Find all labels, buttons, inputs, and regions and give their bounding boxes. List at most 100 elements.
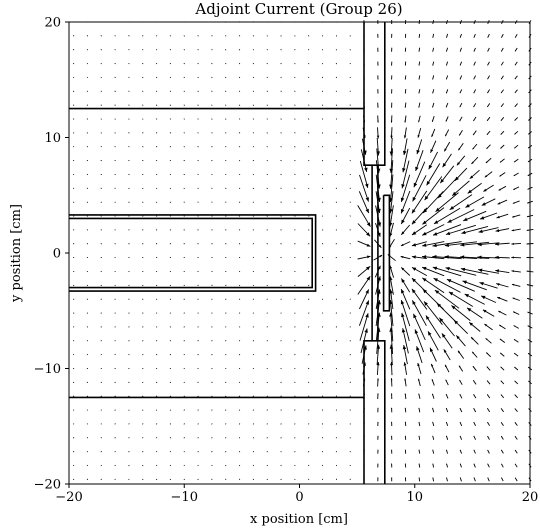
current-arrow: [473, 47, 476, 52]
x-tick-label: 10: [406, 490, 423, 505]
current-arrow: [211, 395, 213, 397]
current-arrow: [294, 146, 296, 148]
current-arrow: [183, 354, 185, 356]
current-arrow: [86, 62, 89, 65]
current-arrow: [391, 477, 393, 482]
quiver-arrows: [72, 19, 534, 482]
current-arrow: [128, 450, 130, 453]
current-arrow: [238, 381, 241, 384]
current-arrow: [169, 118, 172, 120]
current-arrow: [391, 61, 393, 66]
y-tick-label: 0: [53, 247, 61, 262]
current-arrow: [377, 378, 379, 387]
current-arrow: [100, 437, 102, 439]
current-arrow: [514, 463, 518, 468]
current-arrow: [432, 421, 435, 427]
current-arrow: [335, 284, 338, 286]
current-arrow: [460, 267, 489, 275]
current-arrow: [142, 423, 144, 425]
current-arrow: [434, 289, 460, 309]
x-tick-label: −20: [55, 490, 82, 505]
current-arrow: [436, 302, 458, 324]
current-arrow: [183, 146, 185, 148]
current-arrow: [321, 367, 324, 370]
current-arrow: [437, 178, 457, 199]
current-arrow: [359, 313, 369, 341]
current-arrow: [445, 435, 449, 440]
current-arrow: [445, 393, 449, 399]
current-arrow: [400, 190, 411, 214]
current-arrow: [72, 381, 75, 383]
current-arrow: [128, 132, 130, 134]
current-arrow: [266, 312, 268, 314]
current-arrow: [197, 395, 199, 397]
current-arrow: [72, 437, 75, 439]
current-arrow: [128, 35, 130, 37]
current-arrow: [473, 89, 477, 94]
current-arrow: [514, 144, 519, 149]
current-arrow: [294, 395, 296, 397]
current-arrow: [400, 207, 411, 225]
current-arrow: [294, 104, 296, 106]
current-arrow: [495, 269, 510, 274]
current-arrow: [280, 90, 282, 93]
current-arrow: [514, 449, 518, 454]
current-arrow: [445, 421, 449, 427]
current-arrow: [86, 395, 89, 397]
current-arrow: [432, 241, 462, 248]
current-arrow: [459, 407, 463, 413]
current-arrow: [266, 62, 268, 65]
current-arrow: [459, 47, 462, 52]
current-arrow: [225, 62, 227, 65]
current-arrow: [183, 367, 185, 370]
current-arrow: [294, 409, 296, 411]
current-arrow: [308, 284, 310, 286]
current-arrow: [453, 319, 469, 335]
current-arrow: [169, 437, 172, 439]
current-arrow: [114, 464, 116, 467]
current-arrow: [459, 421, 463, 427]
current-arrow: [238, 159, 241, 162]
current-arrow: [86, 478, 89, 481]
current-arrow: [447, 209, 475, 224]
current-arrow: [114, 450, 116, 453]
current-arrow: [432, 407, 435, 413]
current-arrow: [445, 47, 449, 52]
current-arrow: [252, 118, 255, 120]
current-arrow: [484, 323, 493, 331]
current-arrow: [183, 423, 185, 425]
current-arrow: [411, 288, 428, 310]
current-arrow: [142, 478, 144, 481]
current-arrow: [413, 161, 426, 188]
current-arrow: [487, 421, 490, 426]
current-arrow: [411, 255, 427, 260]
current-arrow: [425, 315, 441, 339]
current-arrow: [335, 187, 338, 190]
y-axis-ticks: −20 −10 0 10 20: [34, 16, 69, 493]
current-arrow: [225, 423, 227, 425]
current-arrow: [417, 127, 422, 138]
current-arrow: [308, 381, 310, 384]
current-arrow: [321, 132, 324, 134]
current-arrow: [197, 478, 199, 481]
current-arrow: [471, 156, 479, 165]
current-arrow: [359, 160, 369, 189]
current-arrow: [142, 450, 144, 453]
y-tick-label: −20: [34, 478, 61, 493]
current-arrow: [487, 75, 490, 80]
current-arrow: [485, 352, 492, 358]
current-arrow: [498, 310, 507, 316]
current-arrow: [411, 241, 427, 247]
current-arrow: [225, 367, 227, 370]
current-arrow: [458, 142, 464, 151]
current-arrow: [487, 47, 490, 52]
current-arrow: [321, 381, 324, 384]
current-arrow: [511, 256, 522, 259]
current-arrow: [391, 89, 393, 94]
current-arrow: [321, 159, 324, 162]
current-arrow: [197, 132, 199, 134]
current-arrow: [238, 35, 241, 37]
current-arrow: [335, 159, 337, 162]
current-arrow: [473, 449, 476, 454]
current-arrow: [377, 463, 379, 468]
